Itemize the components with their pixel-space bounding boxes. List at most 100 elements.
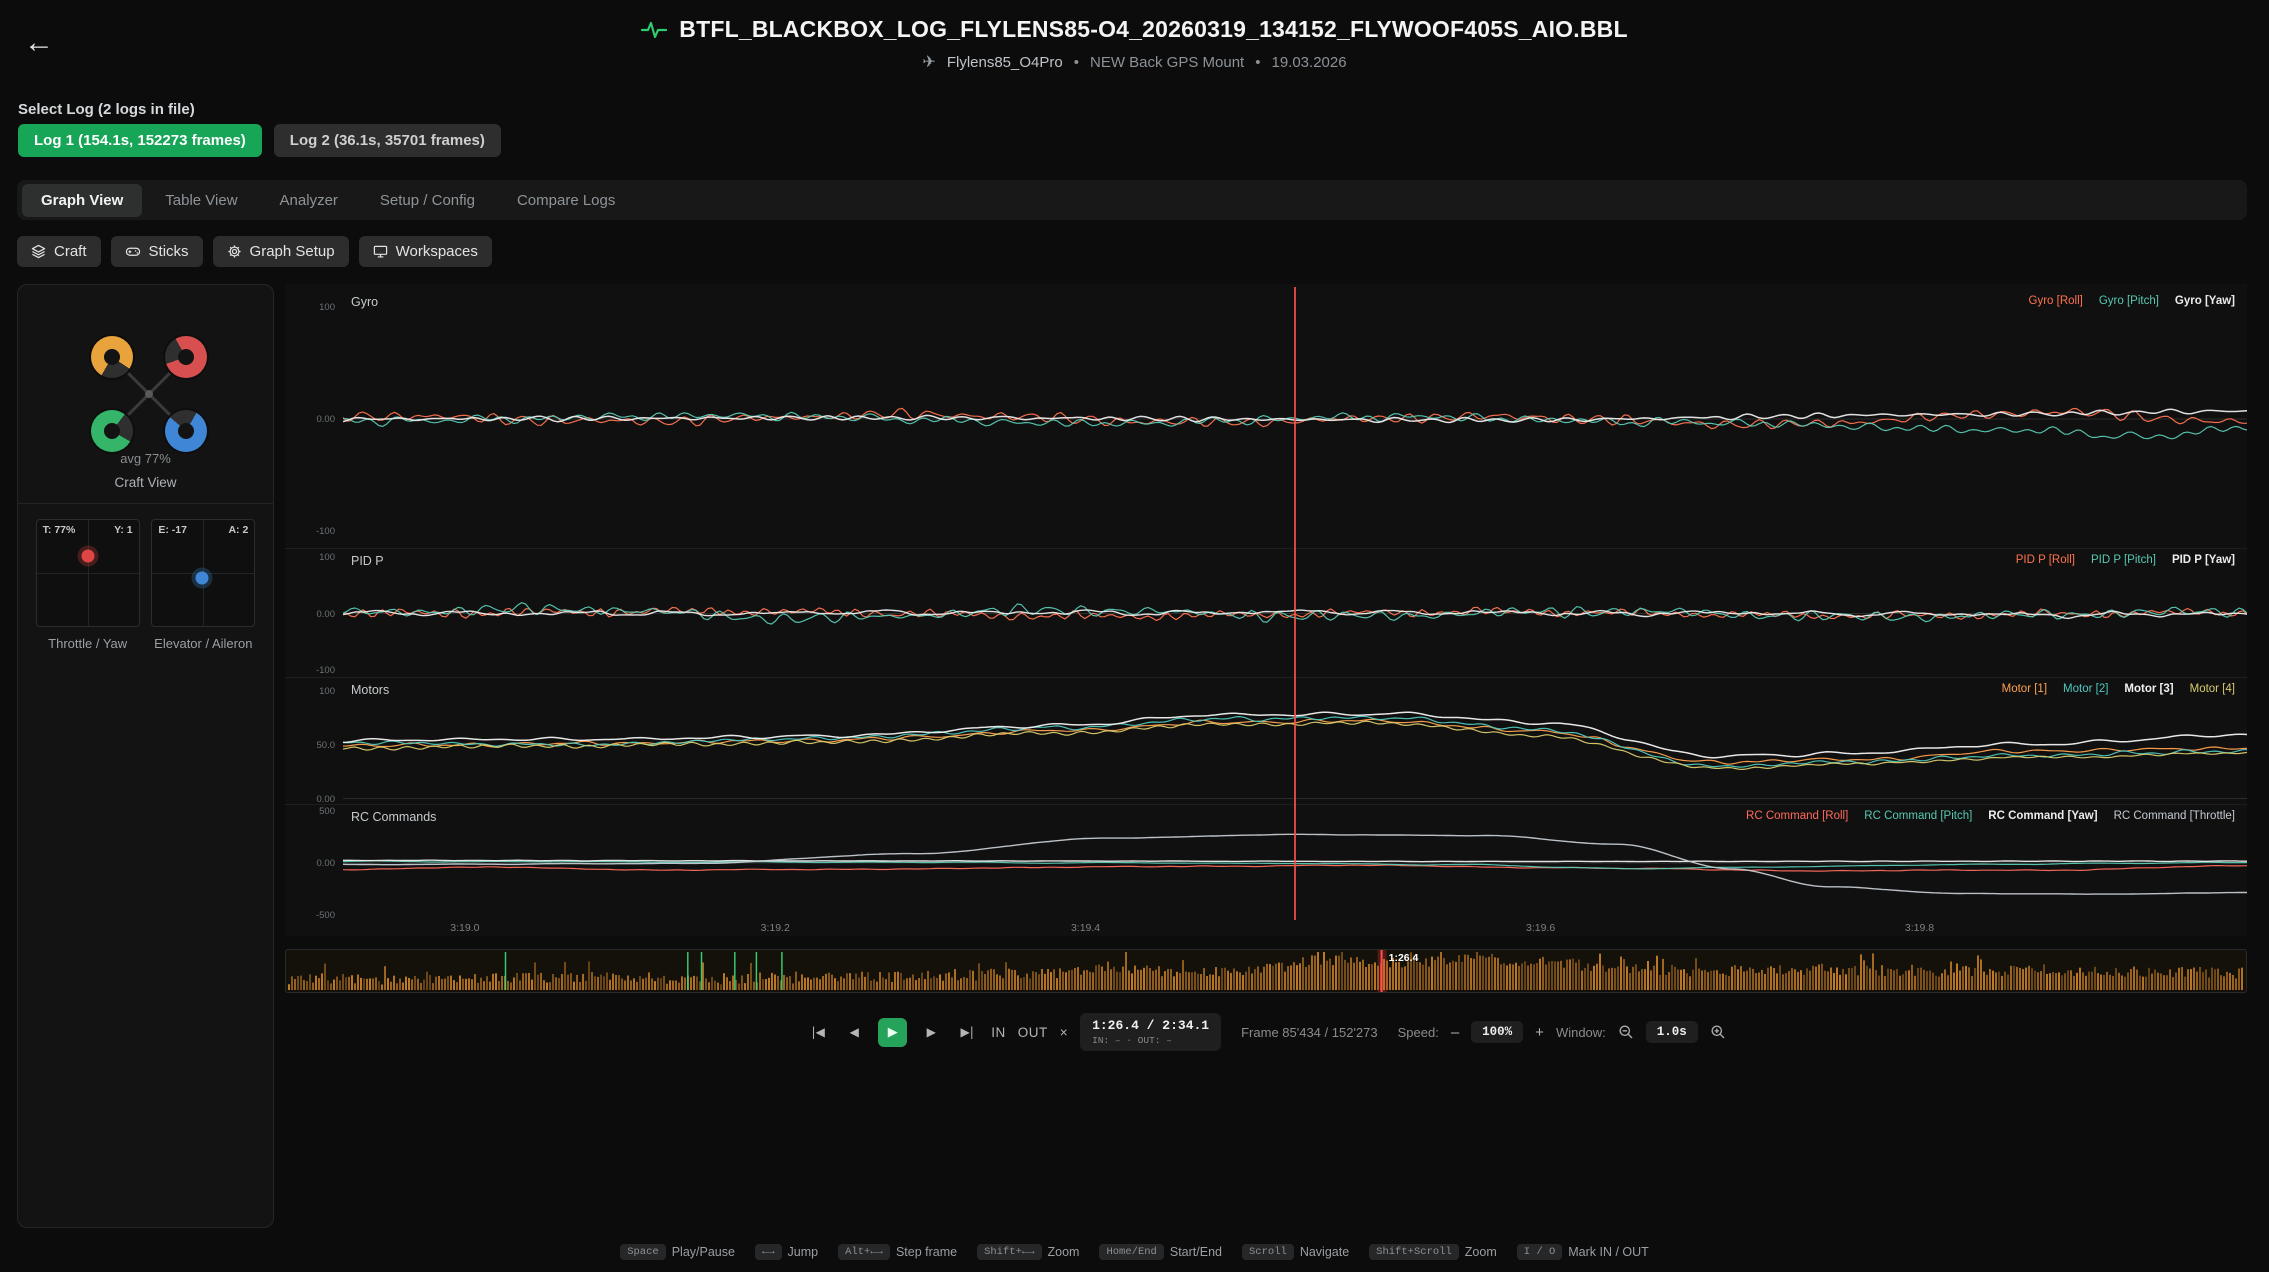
log-2-button[interactable]: Log 2 (36.1s, 35701 frames) <box>273 124 501 157</box>
motor-donut-bl <box>91 410 133 452</box>
log-select-row: Log 1 (154.1s, 152273 frames) Log 2 (36.… <box>18 124 501 157</box>
speed-label: Speed: <box>1397 1024 1439 1040</box>
timeline-playhead-label: 1:26.4 <box>1388 952 1419 964</box>
kbd-chip: I / O <box>1516 1244 1563 1260</box>
y-axis-tick: 100 <box>319 302 335 313</box>
y-axis-tick: 0.00 <box>316 609 336 620</box>
legend-item: Motor [4] <box>2189 683 2235 695</box>
window-label: Window: <box>1555 1024 1606 1040</box>
elevator-value: E: -17 <box>158 524 187 536</box>
panel-legend: Gyro [Roll] Gyro [Pitch] Gyro [Yaw] <box>2029 295 2235 307</box>
step-forward-button[interactable]: ▶ <box>919 1019 943 1045</box>
speed-decrease-button[interactable]: – <box>1450 1023 1460 1041</box>
panel-title: Motors <box>351 683 390 697</box>
legend-item: Motor [3] <box>2124 683 2174 695</box>
panel-legend: RC Command [Roll] RC Command [Pitch] RC Co… <box>1746 810 2235 822</box>
help-label: Play/Pause <box>671 1245 735 1259</box>
bullet-separator: • <box>1073 53 1079 71</box>
header: BTFL_BLACKBOX_LOG_FLYLENS85-O4_20260319_… <box>0 16 2269 72</box>
chart-panel-rc-commands[interactable]: RC Commands RC Command [Roll] RC Command [… <box>285 804 2247 921</box>
mark-in-button[interactable]: IN <box>991 1024 1006 1040</box>
legend-item: RC Command [Throttle] <box>2113 810 2235 822</box>
motor-average-label: avg 77% <box>120 451 171 466</box>
kbd-chip: Scroll <box>1242 1244 1294 1260</box>
motor-donut-br <box>165 410 207 452</box>
y-axis-tick: 0.00 <box>316 414 336 425</box>
kbd-chip: Alt+←→ <box>838 1244 890 1260</box>
y-axis-tick: -500 <box>315 910 335 921</box>
log-1-button[interactable]: Log 1 (154.1s, 152273 frames) <box>18 124 262 157</box>
legend-item: PID P [Pitch] <box>2090 554 2156 566</box>
pulse-icon <box>641 21 668 38</box>
legend-item: RC Command [Roll] <box>1746 810 1849 822</box>
time-tick: 3:19.2 <box>760 922 790 934</box>
kbd-chip: Shift+←→ <box>977 1244 1042 1260</box>
timeline-scrubber[interactable]: 1:26.4 <box>285 949 2247 993</box>
skip-start-button[interactable]: |◀ <box>806 1019 830 1045</box>
craft-toggle-button[interactable]: Craft <box>17 236 101 267</box>
craft-view-caption: Craft View <box>114 475 177 490</box>
stick-position-dot <box>195 571 209 585</box>
chart-panel-pid-p[interactable]: PID P PID P [Roll] PID P [Pitch] PID P [Yaw… <box>285 548 2247 677</box>
panel-title: Gyro <box>351 295 379 309</box>
chart-panel-motors[interactable]: Motors Motor [1] Motor [2] Motor [3] Motor [… <box>285 677 2247 805</box>
graph-view-charts[interactable]: Gyro Gyro [Roll] Gyro [Pitch] Gyro [Yaw] 100… <box>285 284 2247 936</box>
speed-increase-button[interactable]: + <box>1535 1023 1544 1041</box>
time-display: 1:26.4 / 2:34.1 IN: – · OUT: – <box>1080 1013 1222 1051</box>
kbd-chip: ←→ <box>754 1244 782 1260</box>
legend-item: RC Command [Yaw] <box>1988 810 2098 822</box>
panel-title: RC Commands <box>351 810 437 824</box>
gear-icon <box>227 244 242 259</box>
bullet-separator: • <box>1255 53 1261 71</box>
kbd-chip: Shift+Scroll <box>1369 1244 1459 1260</box>
help-label: Start/End <box>1169 1245 1222 1259</box>
mark-out-button[interactable]: OUT <box>1017 1024 1048 1040</box>
workspaces-label: Workspaces <box>395 243 478 260</box>
y-axis-tick: 100 <box>319 686 335 697</box>
throttle-value: T: 77% <box>42 524 76 536</box>
skip-end-button[interactable]: ▶| <box>955 1019 979 1045</box>
craft-hub <box>145 390 153 398</box>
motor-donut-tr <box>165 336 207 378</box>
speed-value: 100% <box>1471 1021 1524 1043</box>
playhead-cursor[interactable] <box>1294 287 1296 920</box>
graph-setup-button[interactable]: Graph Setup <box>212 236 349 267</box>
select-log-label: Select Log (2 logs in file) <box>18 101 195 118</box>
tab-graph-view[interactable]: Graph View <box>22 183 143 217</box>
stick-position-dot <box>81 549 95 563</box>
tab-setup-config[interactable]: Setup / Config <box>379 191 475 209</box>
motor-donut-tl <box>91 336 133 378</box>
sticks-toggle-label: Sticks <box>148 243 189 260</box>
help-label: Zoom <box>1464 1245 1497 1259</box>
window-value: 1.0s <box>1645 1021 1698 1043</box>
panel-title: PID P <box>351 554 384 568</box>
y-axis-tick: -100 <box>315 526 335 537</box>
gamepad-icon <box>125 244 141 259</box>
craft-toggle-label: Craft <box>54 243 87 260</box>
tab-analyzer[interactable]: Analyzer <box>279 191 338 209</box>
zoom-out-icon[interactable] <box>1618 1024 1634 1040</box>
back-button[interactable]: ← <box>24 26 54 59</box>
sticks-toggle-button[interactable]: Sticks <box>110 236 203 267</box>
craft-name: Flylens85_O4Pro <box>946 53 1063 71</box>
chart-panel-gyro[interactable]: Gyro Gyro [Roll] Gyro [Pitch] Gyro [Yaw] 100… <box>285 290 2247 548</box>
y-axis-tick: 0.00 <box>316 794 336 805</box>
y-axis-tick: 100 <box>319 552 335 563</box>
workspaces-button[interactable]: Workspaces <box>358 236 492 267</box>
clear-marks-button[interactable]: × <box>1059 1024 1069 1040</box>
step-back-button[interactable]: ◀ <box>842 1019 866 1045</box>
log-date: 19.03.2026 <box>1271 53 1347 71</box>
divider <box>18 503 273 504</box>
tab-table-view[interactable]: Table View <box>165 191 238 209</box>
help-label: Mark IN / OUT <box>1568 1245 1649 1259</box>
kbd-chip: Space <box>620 1244 666 1260</box>
y-axis-tick: -100 <box>315 665 335 676</box>
view-tabs: Graph View Table View Analyzer Setup / C… <box>17 180 2247 220</box>
zoom-in-icon[interactable] <box>1710 1024 1726 1040</box>
aileron-value: A: 2 <box>228 524 249 536</box>
stick-elevator-aileron: E: -17 A: 2 <box>151 519 256 627</box>
y-axis-tick: 50.0 <box>316 740 336 751</box>
tab-compare-logs[interactable]: Compare Logs <box>516 191 616 209</box>
play-pause-button[interactable]: ▶ <box>878 1017 908 1047</box>
craft-view-visualization <box>18 305 273 452</box>
